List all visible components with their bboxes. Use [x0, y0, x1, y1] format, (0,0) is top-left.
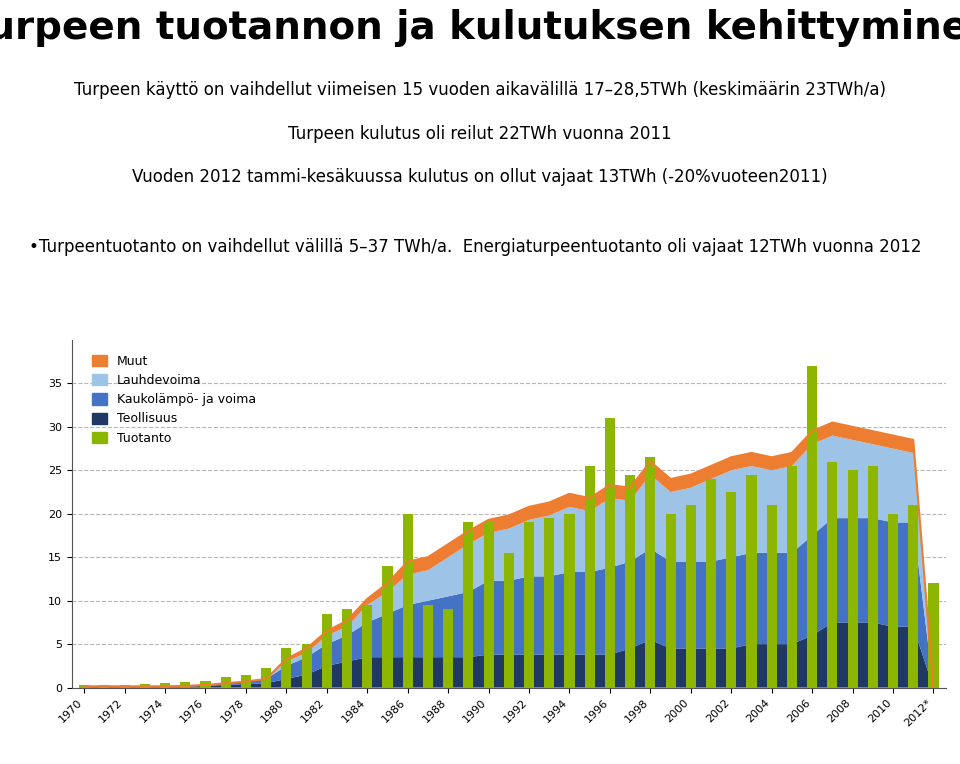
- Bar: [564, 513, 574, 688]
- Bar: [484, 523, 493, 688]
- Bar: [807, 366, 817, 688]
- Bar: [180, 682, 190, 688]
- Bar: [605, 418, 615, 688]
- Bar: [322, 613, 332, 688]
- Bar: [241, 675, 251, 688]
- Bar: [281, 649, 292, 688]
- Bar: [524, 523, 534, 688]
- Bar: [747, 474, 756, 688]
- Bar: [828, 461, 837, 688]
- Bar: [444, 610, 453, 688]
- Bar: [767, 505, 777, 688]
- Bar: [140, 684, 150, 688]
- Bar: [79, 685, 89, 688]
- Bar: [645, 458, 656, 688]
- Legend: Muut, Lauhdevoima, Kaukolämpö- ja voima, Teollisuus, Tuotanto: Muut, Lauhdevoima, Kaukolämpö- ja voima,…: [87, 350, 261, 450]
- Text: Vuoden 2012 tammi-kesäkuussa kulutus on ollut vajaat 13TWh (-20%vuoteen2011): Vuoden 2012 tammi-kesäkuussa kulutus on …: [132, 168, 828, 186]
- Bar: [726, 492, 736, 688]
- Bar: [402, 513, 413, 688]
- Bar: [464, 523, 473, 688]
- Bar: [625, 474, 636, 688]
- Bar: [422, 605, 433, 688]
- Bar: [362, 605, 372, 688]
- Text: Turpeen käyttö on vaihdellut viimeisen 15 vuoden aikavälillä 17–28,5TWh (keskimä: Turpeen käyttö on vaihdellut viimeisen 1…: [74, 81, 886, 99]
- Bar: [382, 566, 393, 688]
- Bar: [221, 677, 230, 688]
- Bar: [99, 685, 109, 688]
- Text: Turpeen tuotannon ja kulutuksen kehittyminen: Turpeen tuotannon ja kulutuksen kehittym…: [0, 8, 960, 47]
- Bar: [301, 644, 312, 688]
- Bar: [201, 681, 210, 688]
- Bar: [908, 505, 919, 688]
- Text: •Turpeentuotanto on vaihdellut välillä 5–37 TWh/a.  Energiaturpeentuotanto oli v: •Turpeentuotanto on vaihdellut välillä 5…: [29, 238, 922, 256]
- Bar: [706, 479, 716, 688]
- Bar: [888, 513, 898, 688]
- Text: Turpeen kulutus oli reilut 22TWh vuonna 2011: Turpeen kulutus oli reilut 22TWh vuonna …: [288, 125, 672, 143]
- Bar: [787, 466, 797, 688]
- Bar: [585, 466, 595, 688]
- Bar: [685, 505, 696, 688]
- Bar: [120, 685, 130, 688]
- Bar: [868, 466, 877, 688]
- Bar: [928, 584, 939, 688]
- Bar: [160, 683, 170, 688]
- Bar: [665, 513, 676, 688]
- Text: TWh: TWh: [19, 316, 47, 329]
- Bar: [504, 553, 514, 688]
- Bar: [544, 518, 554, 688]
- Bar: [848, 471, 857, 688]
- Bar: [261, 668, 271, 688]
- Bar: [342, 610, 352, 688]
